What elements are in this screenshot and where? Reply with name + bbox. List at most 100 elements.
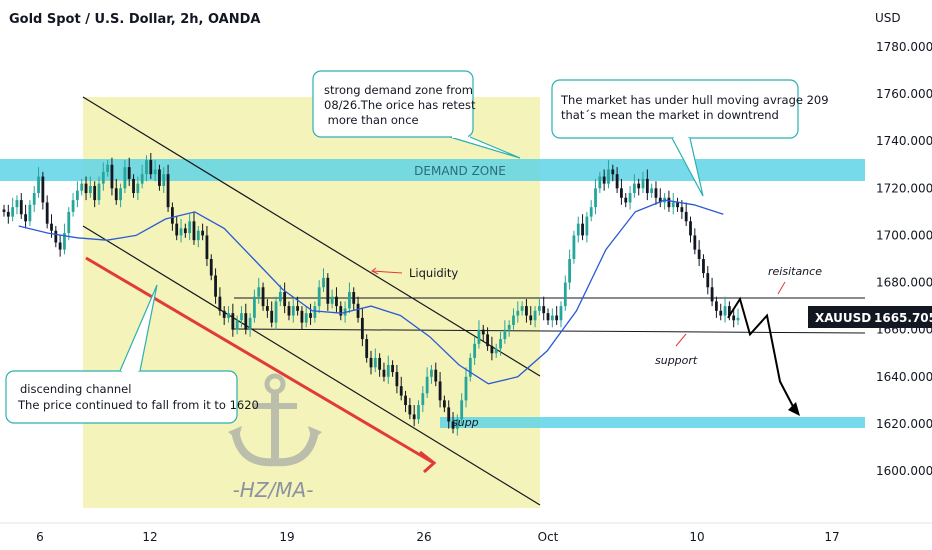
candle-body <box>63 233 66 250</box>
candle-body <box>438 381 442 401</box>
channel-note-callout <box>5 284 238 424</box>
candle-body <box>533 310 537 321</box>
time-tick-label: 10 <box>689 530 704 544</box>
candle-body <box>455 419 459 429</box>
candle-body <box>460 400 464 420</box>
candle-body <box>684 211 688 222</box>
watermark-text: -HZ/MA- <box>233 478 314 502</box>
candle-body <box>201 230 205 236</box>
candle-body <box>425 376 429 394</box>
demand-zone-label: DEMAND ZONE <box>414 164 506 178</box>
candle-body <box>58 242 62 250</box>
candle-body <box>520 306 524 311</box>
candle-body <box>54 230 58 243</box>
price-tick-label: 1640.000 <box>876 370 932 384</box>
candle-body <box>32 193 36 205</box>
candle-body <box>615 174 619 189</box>
candle-body <box>283 291 287 307</box>
candle-body <box>499 339 502 349</box>
time-tick-label: 12 <box>142 530 157 544</box>
candle-body <box>512 315 515 325</box>
candle-body <box>680 207 684 212</box>
candle-body <box>529 315 533 321</box>
demand-zone <box>0 159 865 181</box>
candle-body <box>555 315 559 321</box>
candle-body <box>313 306 317 318</box>
candle-body <box>404 395 407 406</box>
candle-body <box>50 223 53 231</box>
price-badge[interactable]: XAUUSD 1665.705 <box>808 306 932 328</box>
candle-body <box>581 223 584 236</box>
candle-body <box>620 188 623 198</box>
candle-body <box>71 200 75 212</box>
demand-note-line-3: more than once <box>324 113 419 127</box>
candle-body <box>611 169 615 175</box>
candle-body <box>382 369 386 377</box>
candle-body <box>494 348 498 354</box>
candle-body <box>451 421 455 429</box>
candle-body <box>594 188 597 208</box>
candle-body <box>399 386 403 396</box>
currency-label: USD <box>875 11 901 25</box>
candle-body <box>645 178 649 194</box>
channel-upper-line <box>82 96 541 377</box>
price-badge-symbol: XAUUSD <box>815 311 871 325</box>
candle-body <box>507 324 511 330</box>
candle-body <box>274 301 278 323</box>
price-badge-value: 1665.705 <box>874 311 932 325</box>
candle-body <box>477 329 481 344</box>
candle-body <box>481 329 485 335</box>
candle-body <box>265 306 269 311</box>
candle-body <box>309 313 312 318</box>
candlestick-series <box>2 153 740 436</box>
support-label: support <box>655 354 698 367</box>
candle-body <box>127 167 131 179</box>
candle-body <box>227 313 230 318</box>
demand-note-line-1: strong demand zone from <box>324 83 473 97</box>
candle-body <box>244 313 248 330</box>
projection-arrow <box>727 296 800 416</box>
candle-body <box>192 221 196 241</box>
candle-body <box>378 357 382 370</box>
candle-body <box>153 169 157 175</box>
candle-body <box>257 287 261 297</box>
candle-body <box>689 221 692 236</box>
candle-body <box>598 176 602 189</box>
candle-body <box>240 313 243 321</box>
candle-body <box>624 197 628 203</box>
price-tick-label: 1600.000 <box>876 464 932 478</box>
candle-body <box>248 317 252 330</box>
candle-body <box>330 296 334 304</box>
time-tick-label: 19 <box>279 530 294 544</box>
candle-body <box>335 296 338 307</box>
candle-body <box>443 400 446 408</box>
anchor-watermark <box>228 373 322 467</box>
candle-body <box>317 287 321 307</box>
candle-body <box>24 214 27 222</box>
candle-body <box>114 188 118 201</box>
candle-body <box>235 320 239 330</box>
time-axis-ticks: 6 12 19 26 Oct 10 17 <box>36 530 839 544</box>
time-tick-label: 26 <box>416 530 431 544</box>
candle-body <box>667 197 671 208</box>
hull-note-line-1: The market has under hull moving avrage … <box>560 93 829 107</box>
candle-body <box>291 306 295 316</box>
candle-body <box>270 310 274 323</box>
channel-note-line-1: discending channel <box>20 382 131 396</box>
candle-body <box>710 287 714 302</box>
candle-body <box>537 306 541 311</box>
candle-body <box>412 414 416 420</box>
price-tick-label: 1760.000 <box>876 87 932 101</box>
candle-body <box>546 313 550 321</box>
candle-body <box>693 235 697 250</box>
candle-body <box>602 176 606 184</box>
candle-body <box>576 223 580 236</box>
candle-body <box>339 306 343 316</box>
price-tick-label: 1680.000 <box>876 276 932 290</box>
candle-body <box>123 167 127 189</box>
candle-body <box>430 369 433 377</box>
price-axis[interactable] <box>865 0 932 550</box>
candle-body <box>287 306 291 316</box>
candle-body <box>516 310 520 316</box>
